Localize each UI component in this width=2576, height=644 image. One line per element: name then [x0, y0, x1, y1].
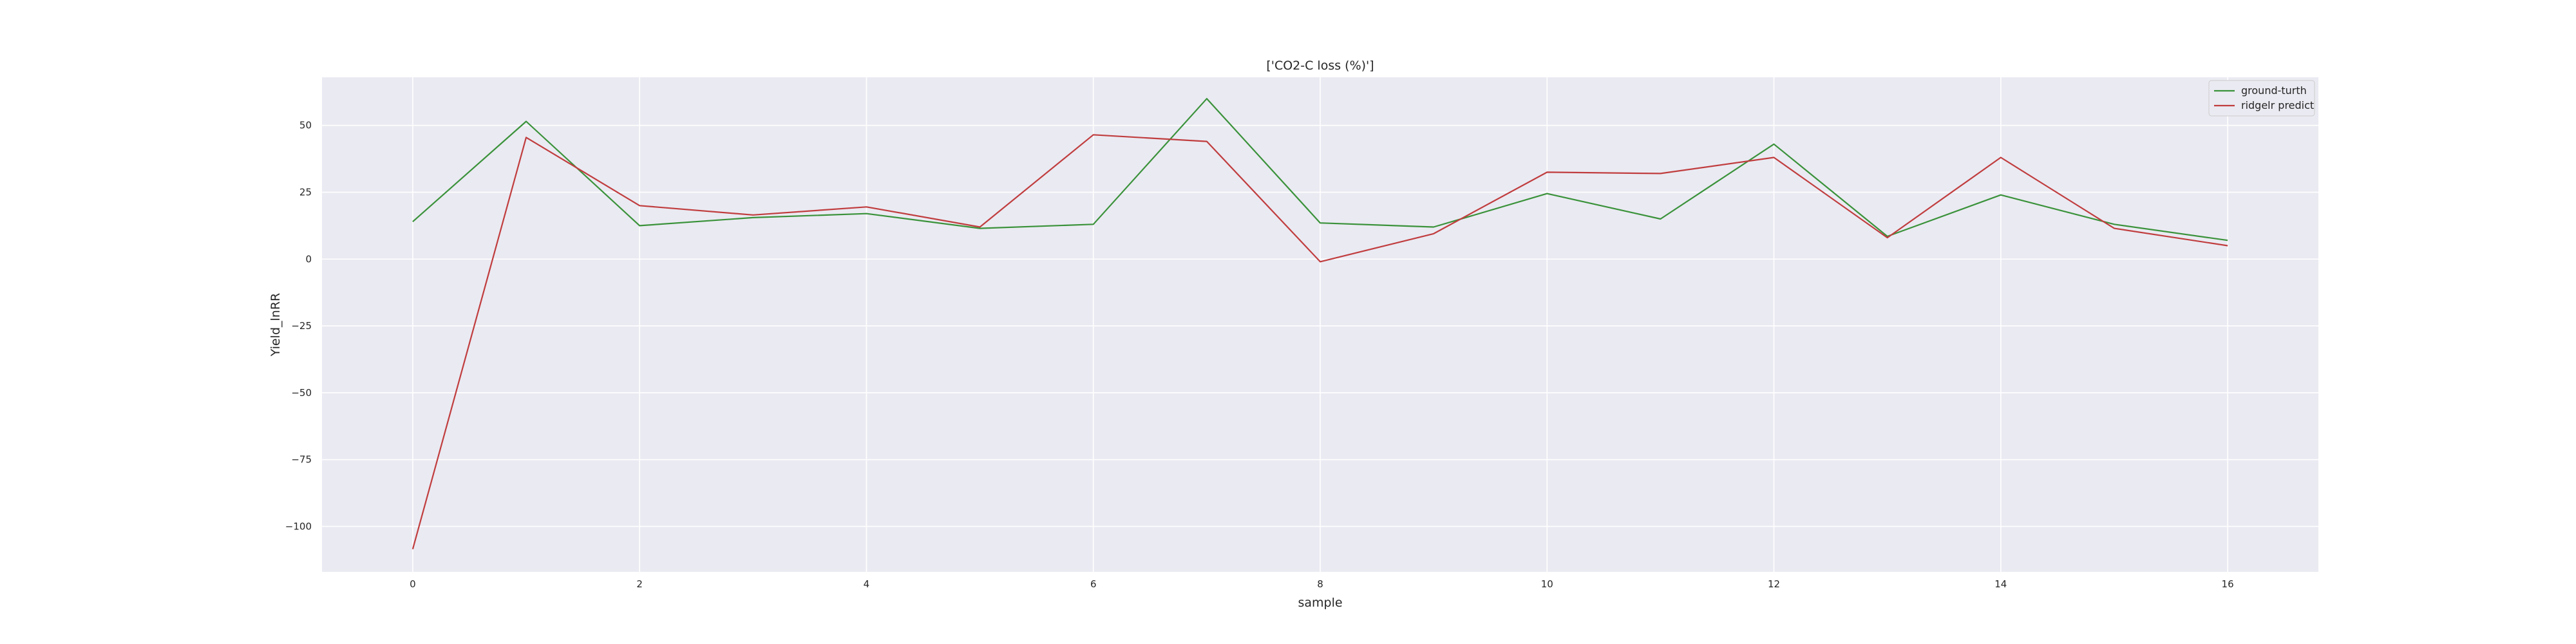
legend-label-ridgelr-predict: ridgelr predict: [2241, 99, 2314, 111]
series-group: [412, 98, 2228, 549]
series-line-ground-turth: [412, 98, 2228, 242]
x-tick-label: 10: [1541, 578, 1553, 590]
y-tick-label: 25: [299, 187, 312, 198]
x-axis-label: sample: [1298, 596, 1342, 610]
legend: ground-turth ridgelr predict: [2208, 80, 2315, 117]
y-tick-label: −75: [291, 454, 312, 466]
chart-title: ['CO2-C loss (%)']: [1266, 59, 1374, 73]
series-line-ridgelr-predict: [412, 134, 2228, 549]
x-tick-label: 8: [1317, 578, 1323, 590]
legend-box: [2208, 80, 2315, 117]
x-tick-labels: 0 2 4 6 8 10 12 14 16: [410, 578, 2234, 590]
y-tick-label: −25: [291, 320, 312, 332]
x-tick-label: 2: [636, 578, 643, 590]
y-tick-labels: 50 25 0 −25 −50 −75 −100: [285, 120, 312, 533]
x-tick-label: 14: [1994, 578, 2007, 590]
x-tick-label: 12: [1768, 578, 1780, 590]
y-tick-label: −100: [285, 520, 312, 532]
x-tick-label: 16: [2222, 578, 2234, 590]
grid: [322, 77, 2318, 572]
y-tick-label: 50: [299, 120, 312, 131]
y-tick-label: 0: [305, 253, 312, 265]
y-axis-label: Yield_lnRR: [269, 293, 283, 357]
x-tick-label: 0: [410, 578, 416, 590]
x-tick-label: 4: [864, 578, 870, 590]
y-tick-label: −50: [291, 387, 312, 399]
legend-label-ground-turth: ground-turth: [2241, 84, 2307, 97]
x-tick-label: 6: [1090, 578, 1097, 590]
